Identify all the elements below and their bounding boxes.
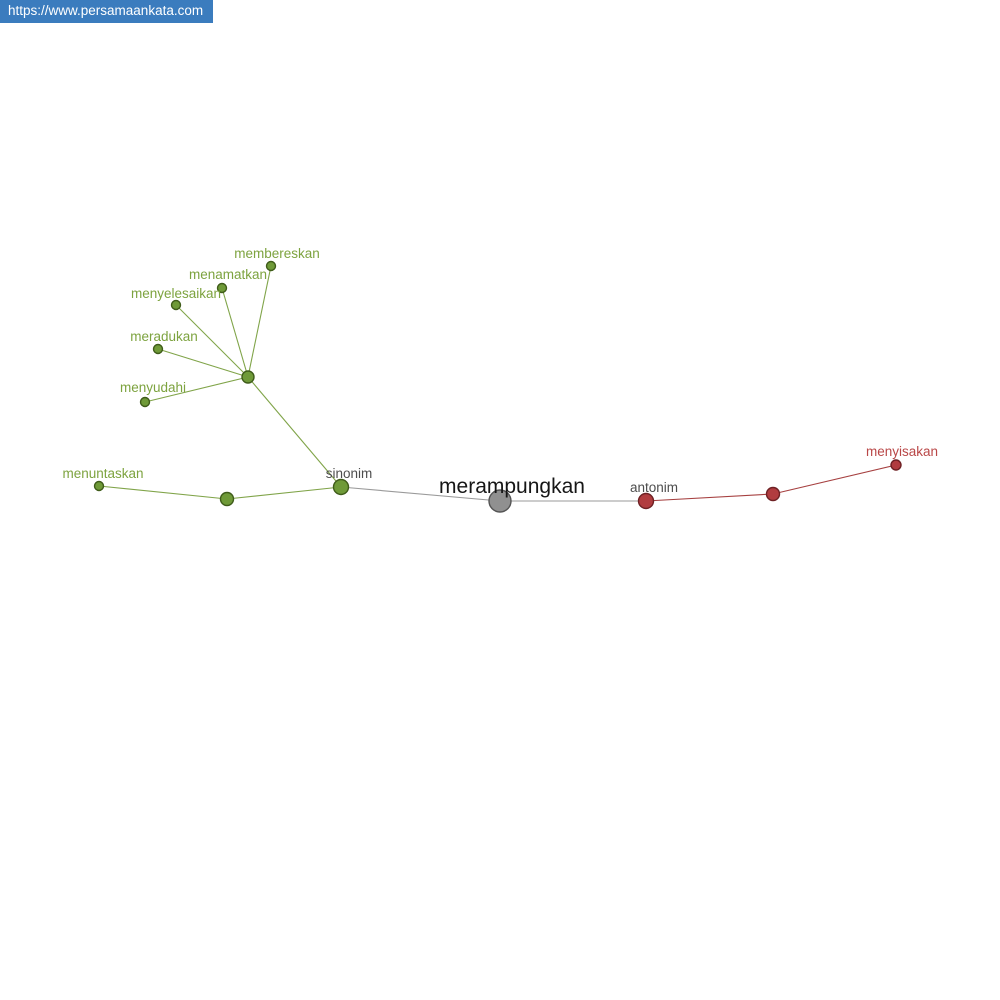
node-merampungkan [488,489,512,513]
node-syn-junction-2 [219,491,235,507]
node-menyelesaikan[interactable] [170,299,182,311]
edge-syn-junction-2-menuntaskan [98,485,228,500]
label-meradukan[interactable]: meradukan [130,329,198,344]
node-menyisakan[interactable] [890,459,902,471]
edge-layer [98,265,897,502]
label-menyudahi[interactable]: menyudahi [120,380,186,395]
node-meradukan[interactable] [152,343,164,355]
label-antonim[interactable]: antonim [630,480,678,495]
node-syn-junction-1 [241,370,255,384]
node-ant-junction [765,486,781,502]
edge-sinonim-syn-junction-2 [226,486,342,500]
edge-syn-junction-1-meradukan [157,348,249,378]
node-menyudahi[interactable] [139,396,151,408]
node-antonim[interactable] [637,492,655,510]
edge-antonim-ant-junction [645,493,774,502]
edge-syn-junction-1-menyudahi [144,376,249,403]
edge-syn-junction-1-menamatkan [221,287,249,378]
edge-syn-junction-1-menyelesaikan [175,304,249,378]
label-merampungkan: merampungkan [439,475,585,498]
node-layer [93,260,902,513]
label-sinonim[interactable]: sinonim [326,466,373,481]
node-menuntaskan[interactable] [93,480,105,492]
label-menyisakan[interactable]: menyisakan [866,444,938,459]
url-badge[interactable]: https://www.persamaankata.com [0,0,214,23]
edge-sinonim-syn-junction-1 [247,376,342,488]
edge-ant-junction-menyisakan [772,464,897,495]
label-layer: merampungkan sinonim antonim membereskan men… [62,246,938,498]
edge-syn-junction-1-membereskan [247,265,272,378]
node-membereskan[interactable] [265,260,277,272]
label-menamatkan[interactable]: menamatkan [189,267,267,282]
label-menuntaskan[interactable]: menuntaskan [62,466,143,481]
node-sinonim[interactable] [332,478,350,496]
node-menamatkan[interactable] [216,282,228,294]
edge-merampungkan-sinonim [340,486,501,502]
label-membereskan[interactable]: membereskan [234,246,320,261]
label-menyelesaikan[interactable]: menyelesaikan [131,286,221,301]
